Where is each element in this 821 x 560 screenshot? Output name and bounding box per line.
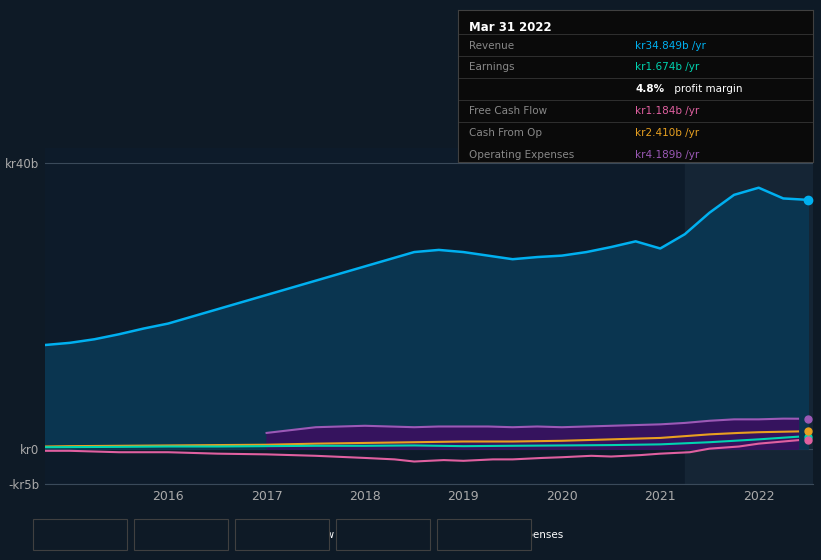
Text: kr34.849b /yr: kr34.849b /yr <box>635 41 706 51</box>
Text: 4.8%: 4.8% <box>635 85 664 94</box>
Text: kr1.184b /yr: kr1.184b /yr <box>635 106 699 116</box>
Text: Cash From Op: Cash From Op <box>357 530 430 540</box>
Text: kr1.674b /yr: kr1.674b /yr <box>635 62 699 72</box>
Text: ●: ● <box>444 530 452 540</box>
Text: Earnings: Earnings <box>155 530 200 540</box>
Text: Mar 31 2022: Mar 31 2022 <box>469 21 552 34</box>
Text: Free Cash Flow: Free Cash Flow <box>256 530 334 540</box>
Text: Revenue: Revenue <box>469 41 514 51</box>
Text: Free Cash Flow: Free Cash Flow <box>469 106 547 116</box>
Text: Operating Expenses: Operating Expenses <box>458 530 563 540</box>
Text: ●: ● <box>141 530 149 540</box>
Text: ●: ● <box>343 530 351 540</box>
Text: ●: ● <box>242 530 250 540</box>
Bar <box>685 148 813 484</box>
Text: kr4.189b /yr: kr4.189b /yr <box>635 150 699 160</box>
Text: profit margin: profit margin <box>671 85 742 94</box>
Text: Operating Expenses: Operating Expenses <box>469 150 574 160</box>
Text: Earnings: Earnings <box>469 62 514 72</box>
Text: Cash From Op: Cash From Op <box>469 128 542 138</box>
Text: ●: ● <box>40 530 48 540</box>
Text: kr2.410b /yr: kr2.410b /yr <box>635 128 699 138</box>
Text: Revenue: Revenue <box>54 530 99 540</box>
